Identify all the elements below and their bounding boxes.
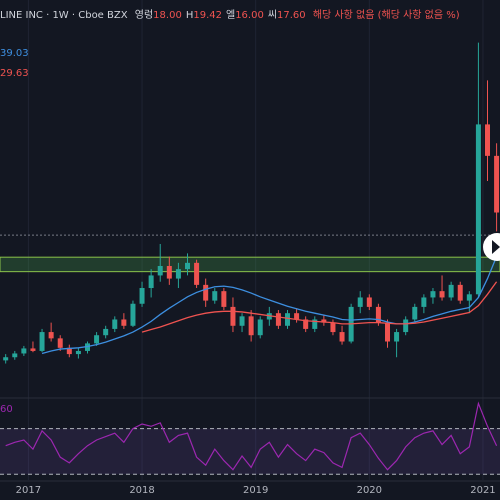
rsi-value: 60: [0, 404, 13, 415]
candle-body: [339, 332, 345, 342]
candle-body: [57, 338, 63, 348]
candle-body: [230, 306, 236, 326]
candle-body: [394, 332, 400, 342]
candle-body: [421, 297, 427, 307]
candle-body: [103, 328, 109, 336]
candle-body: [66, 347, 72, 355]
candle-body: [194, 262, 200, 285]
candle-body: [166, 265, 172, 279]
candle-body: [148, 275, 154, 289]
candle-body: [321, 319, 327, 323]
ohlc-key: 엘: [225, 10, 236, 21]
candle-body: [475, 124, 481, 295]
scroll-arrow: [492, 240, 500, 254]
candle-body: [21, 348, 27, 354]
ohlc-key: 영렁: [134, 10, 154, 21]
candle-body: [121, 319, 127, 326]
candle-body: [39, 332, 45, 351]
x-tick-label: 2019: [243, 485, 268, 496]
candle-body: [30, 348, 36, 351]
candle-body: [248, 316, 254, 336]
ohlc-key: 씨: [267, 10, 278, 21]
ohlc: 영렁18.00 H19.42 엘16.00 씨17.60: [131, 10, 306, 21]
candle-body: [403, 319, 409, 333]
change: 해당 사항 없음 (해당 사항 없음 %): [312, 10, 460, 21]
ohlc-value: 17.60: [277, 10, 306, 21]
candle-body: [3, 357, 9, 361]
candle-body: [430, 291, 436, 298]
candle-body: [466, 294, 472, 301]
ohlc-key: H: [185, 10, 194, 21]
candle-body: [303, 319, 309, 329]
candle-body: [185, 262, 190, 270]
scroll-button[interactable]: [483, 233, 500, 261]
ma-value: 39.03: [0, 48, 29, 59]
symbol: LINE INC · 1W · Cboe BZX: [0, 10, 128, 21]
candle-body: [48, 332, 54, 339]
ma-line: [41, 256, 498, 355]
candle-body: [494, 155, 500, 213]
legend-header: LINE INC · 1W · Cboe BZX 영렁18.00 H19.42 엘1…: [0, 6, 460, 21]
candle-body: [412, 306, 418, 320]
x-tick-label: 2018: [129, 485, 154, 496]
ma-value: 29.63: [0, 68, 29, 79]
rsi-line: [5, 401, 498, 471]
candle-body: [357, 297, 363, 307]
zone: [0, 256, 500, 273]
candle-body: [385, 322, 390, 342]
candle-body: [439, 291, 445, 298]
ohlc-value: 16.00: [235, 10, 264, 21]
candle-body: [75, 350, 81, 355]
candle-body: [157, 265, 163, 276]
candle-body: [275, 313, 281, 326]
candle-body: [312, 319, 318, 329]
candle-body: [366, 297, 372, 307]
candle-body: [257, 319, 263, 336]
candle-body: [203, 284, 209, 301]
candle-body: [485, 124, 490, 156]
ohlc-value: 19.42: [193, 10, 222, 21]
candle-body: [375, 306, 381, 323]
candle-body: [175, 269, 181, 279]
x-tick-label: 2020: [357, 485, 382, 496]
candle-body: [330, 322, 336, 333]
candle-body: [130, 303, 136, 326]
candle-body: [212, 291, 218, 301]
candle-body: [94, 335, 100, 344]
candle-body: [294, 313, 300, 320]
x-tick-label: 2021: [470, 485, 495, 496]
candle-body: [239, 316, 245, 326]
ohlc-value: 18.00: [153, 10, 182, 21]
candle-body: [139, 288, 145, 304]
candle-body: [285, 313, 290, 326]
rsi-band: [0, 428, 500, 475]
candle-body: [448, 284, 454, 298]
x-tick-label: 2017: [16, 485, 41, 496]
candle-body: [221, 291, 227, 307]
ma-line: [141, 281, 498, 333]
candle-body: [112, 319, 118, 329]
candle-body: [12, 353, 18, 358]
candle-body: [457, 284, 463, 301]
